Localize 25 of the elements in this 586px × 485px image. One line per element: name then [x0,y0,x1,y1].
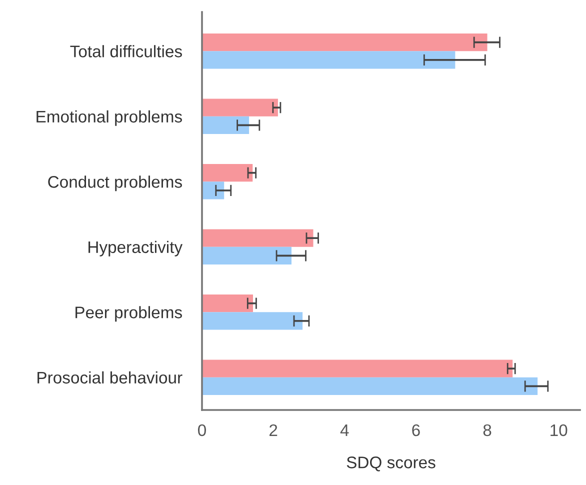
bar [202,98,278,116]
bar [202,51,456,69]
x-tick-label: 2 [270,424,278,436]
x-tick-label: 6 [412,424,420,436]
bar [202,182,224,200]
bar [202,164,253,182]
bar [202,312,303,330]
y-tick-label: Peer problems [76,306,182,322]
x-tick-label: 8 [483,424,492,436]
y-tick-label: Conduct problems [48,176,182,192]
x-tick-label: 4 [340,424,349,436]
x-tick-label: 0 [198,424,206,436]
y-tick-label: Prosocial behaviour [38,371,182,384]
bar [202,229,314,247]
y-tick-label: Hyperactivity [88,240,183,256]
bar [202,360,513,378]
bar [202,116,250,134]
y-tick-label: Total difficulties [70,45,182,58]
bar [202,377,538,395]
bar [202,246,292,264]
x-tick-label: 10 [550,424,568,436]
x-axis-title: SDQ scores [346,456,436,472]
bar [202,294,253,312]
bar [202,34,488,52]
y-tick-label: Emotional problems [36,110,182,126]
